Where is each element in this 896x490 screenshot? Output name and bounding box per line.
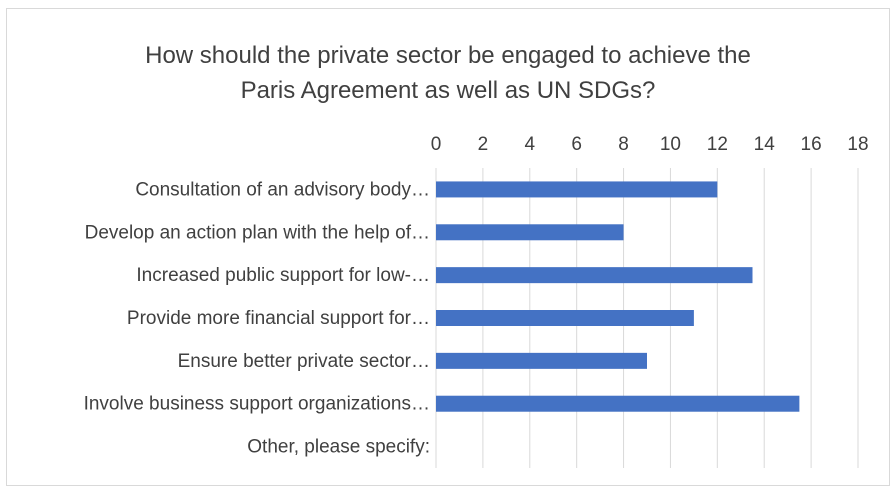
category-label: Other, please specify: [247,437,430,458]
category-label: Ensure better private sector… [178,351,430,372]
x-tick-label: 12 [707,134,728,155]
x-tick-label: 10 [660,134,681,155]
x-tick-label: 14 [754,134,776,155]
x-tick-label: 2 [478,134,489,155]
category-label: Consultation of an advisory body… [135,179,430,200]
bar [436,310,694,326]
bar [436,395,800,412]
x-tick-label: 6 [571,134,582,155]
bar [436,352,647,369]
bars [436,181,800,412]
chart-title-line-1: How should the private sector be engaged… [145,42,751,69]
x-tick-label: 0 [431,134,442,155]
x-axis-tick-labels: 0 2 4 6 8 10 12 14 16 18 [431,134,869,155]
category-label: Involve business support organizations… [84,394,430,415]
category-label: Provide more financial support for… [127,308,430,329]
bar [436,181,718,198]
bar [436,224,624,241]
category-labels: Consultation of an advisory body… Develop… [84,179,430,457]
bar [436,267,753,284]
category-label: Increased public support for low-… [136,265,430,286]
chart-title-line-2: Paris Agreement as well as UN SDGs? [240,77,656,104]
chart-title: How should the private sector be engaged… [6,38,890,108]
x-tick-label: 18 [847,134,868,155]
x-tick-label: 4 [524,134,535,155]
x-tick-label: 8 [618,134,629,155]
x-tick-label: 16 [801,134,822,155]
category-label: Develop an action plan with the help of… [85,222,430,243]
